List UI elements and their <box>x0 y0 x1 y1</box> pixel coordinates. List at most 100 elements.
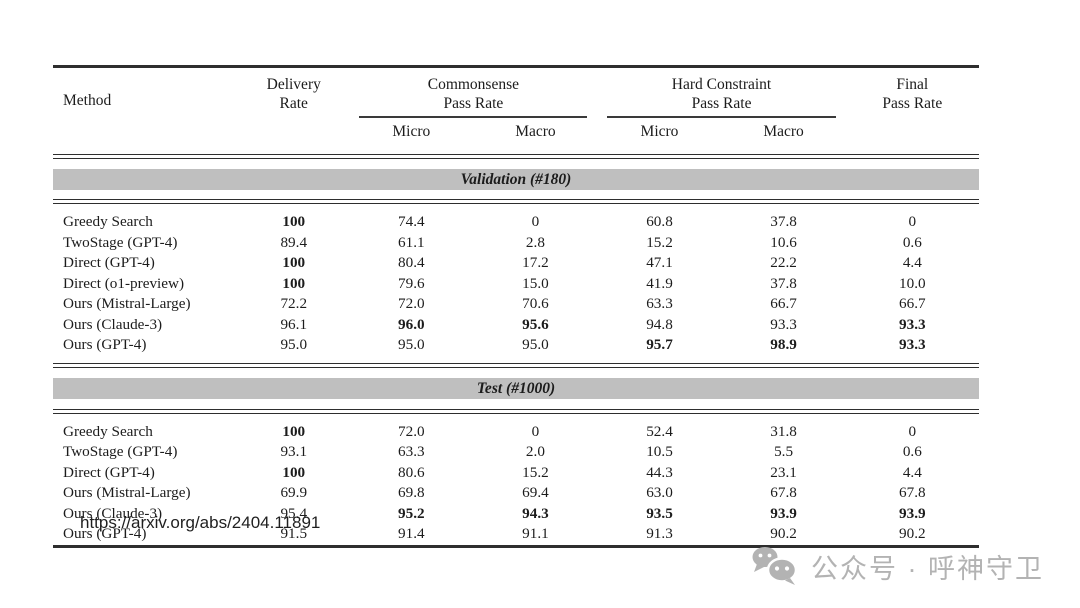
value-cell: 100 <box>282 463 306 481</box>
col-header-commonsense-group: Commonsense Pass Rate <box>349 67 597 118</box>
value-cell: 2.8 <box>525 233 545 251</box>
value-cell: 10.6 <box>770 233 797 251</box>
value-cell: 96.0 <box>398 315 425 333</box>
value-cell: 91.4 <box>398 525 425 542</box>
double-rule <box>53 400 979 422</box>
method-cell: Ours (Mistral-Large) <box>63 295 191 312</box>
value-cell: 0 <box>908 422 917 440</box>
col-header-hard-constraint-group: Hard Constraint Pass Rate <box>597 67 845 118</box>
value-cell: 95.4 <box>280 504 308 522</box>
wechat-icon <box>751 546 799 586</box>
table-row: Ours (Mistral-Large) 69.9 69.8 69.4 63.0 67.8… <box>53 483 979 504</box>
value-cell: 23.1 <box>770 463 797 481</box>
table-row: TwoStage (GPT-4) 93.1 63.3 2.0 10.5 5.5 0.6 <box>53 442 979 463</box>
value-cell: 93.3 <box>899 336 926 353</box>
value-cell: 52.4 <box>646 422 673 440</box>
value-cell: 66.7 <box>899 295 926 312</box>
value-cell: 63.0 <box>646 484 673 501</box>
value-cell: 95.0 <box>280 336 308 353</box>
value-cell: 37.8 <box>770 274 797 292</box>
value-cell: 93.9 <box>899 504 926 522</box>
table-row: Greedy Search 100 74.4 0 60.8 37.8 0 <box>53 212 979 233</box>
value-cell: 15.2 <box>646 233 673 251</box>
value-cell: 15.2 <box>522 463 549 481</box>
value-cell: 4.4 <box>902 463 922 481</box>
method-cell: Ours (Claude-3) <box>63 504 163 522</box>
value-cell: 89.4 <box>280 233 308 251</box>
table-row: Ours (Claude-3) 96.1 96.0 95.6 94.8 93.3 93.3 <box>53 315 979 336</box>
method-cell: Greedy Search <box>63 213 153 230</box>
col-header-method: Method <box>63 92 112 109</box>
value-cell: 95.0 <box>522 336 549 353</box>
value-cell: 72.2 <box>280 295 308 312</box>
col-header-delivery-rate: Delivery Rate <box>266 76 321 112</box>
value-cell: 2.0 <box>525 443 545 460</box>
value-cell: 93.9 <box>770 504 797 522</box>
table-row: Ours (GPT-4) 91.5 91.4 91.1 91.3 90.2 90.2 <box>53 524 979 546</box>
value-cell: 4.4 <box>902 254 922 271</box>
table-row: Ours (Mistral-Large) 72.2 72.0 70.6 63.3 66.7… <box>53 294 979 315</box>
value-cell: 10.5 <box>646 443 673 460</box>
table-body: Validation (#180) Greedy Search 100 74.4 0 60… <box>53 146 979 546</box>
table-row: Direct (GPT-4) 100 80.6 15.2 44.3 23.1 4.4 <box>53 463 979 484</box>
value-cell: 90.2 <box>770 525 797 542</box>
value-cell: 61.1 <box>398 233 425 251</box>
value-cell: 0.6 <box>902 443 922 460</box>
col-header-hard-constraint: Hard Constraint Pass Rate <box>671 76 772 112</box>
value-cell: 95.6 <box>522 315 549 333</box>
group-underline <box>359 116 588 118</box>
value-cell: 91.5 <box>280 525 308 542</box>
value-cell: 0 <box>531 422 540 440</box>
method-cell: Ours (GPT-4) <box>63 336 147 353</box>
value-cell: 0 <box>531 213 540 230</box>
value-cell: 31.8 <box>770 422 797 440</box>
value-cell: 44.3 <box>646 463 673 481</box>
value-cell: 79.6 <box>398 274 425 292</box>
value-cell: 93.3 <box>899 315 926 333</box>
table-header: Method Delivery Rate Commonsense Pass Ra… <box>53 67 979 147</box>
method-cell: Ours (GPT-4) <box>63 525 147 542</box>
value-cell: 80.6 <box>398 463 425 481</box>
arxiv-url: https://arxiv.org/abs/2404.11891 <box>80 513 321 532</box>
value-cell: 100 <box>282 422 306 440</box>
table-row: Ours (GPT-4) 95.0 95.0 95.0 95.7 98.9 93.3 <box>53 335 979 356</box>
value-cell: 91.1 <box>522 525 549 542</box>
table-row: Direct (o1-preview) 100 79.6 15.0 41.9 37.8 10… <box>53 274 979 295</box>
watermark-text: 公众号 · 呼神守卫 <box>811 553 1044 584</box>
value-cell: 98.9 <box>770 336 797 353</box>
method-cell: Direct (GPT-4) <box>63 254 155 271</box>
value-cell: 63.3 <box>398 443 425 460</box>
results-table-wrap: Method Delivery Rate Commonsense Pass Ra… <box>53 65 979 548</box>
value-cell: 90.2 <box>899 525 926 542</box>
section-band: Test (#1000) <box>53 376 979 401</box>
value-cell: 91.3 <box>646 525 673 542</box>
value-cell: 0 <box>908 213 917 230</box>
value-cell: 72.0 <box>398 295 425 312</box>
value-cell: 96.1 <box>280 315 308 333</box>
value-cell: 93.3 <box>770 315 797 333</box>
value-cell: 10.0 <box>899 274 926 292</box>
value-cell: 72.0 <box>398 422 425 440</box>
value-cell: 80.4 <box>398 254 425 271</box>
value-cell: 67.8 <box>899 484 926 501</box>
method-cell: Direct (o1-preview) <box>63 274 185 292</box>
col-header-commonsense-micro: Micro <box>392 123 431 140</box>
value-cell: 60.8 <box>646 213 673 230</box>
value-cell: 74.4 <box>398 213 425 230</box>
double-rule <box>53 191 979 213</box>
table-row: Greedy Search 100 72.0 0 52.4 31.8 0 <box>53 422 979 443</box>
table-row: Direct (GPT-4) 100 80.4 17.2 47.1 22.2 4.4 <box>53 253 979 274</box>
value-cell: 15.0 <box>522 274 549 292</box>
value-cell: 37.8 <box>770 213 797 230</box>
value-cell: 17.2 <box>522 254 549 271</box>
value-cell: 95.0 <box>398 336 425 353</box>
value-cell: 93.1 <box>280 443 308 460</box>
value-cell: 95.2 <box>398 504 425 522</box>
method-cell: Ours (Mistral-Large) <box>63 484 191 501</box>
value-cell: 22.2 <box>770 254 797 271</box>
value-cell: 94.3 <box>522 504 549 522</box>
col-header-commonsense-macro: Macro <box>515 123 556 140</box>
col-header-hard-constraint-micro: Micro <box>640 123 679 140</box>
value-cell: 94.8 <box>646 315 673 333</box>
